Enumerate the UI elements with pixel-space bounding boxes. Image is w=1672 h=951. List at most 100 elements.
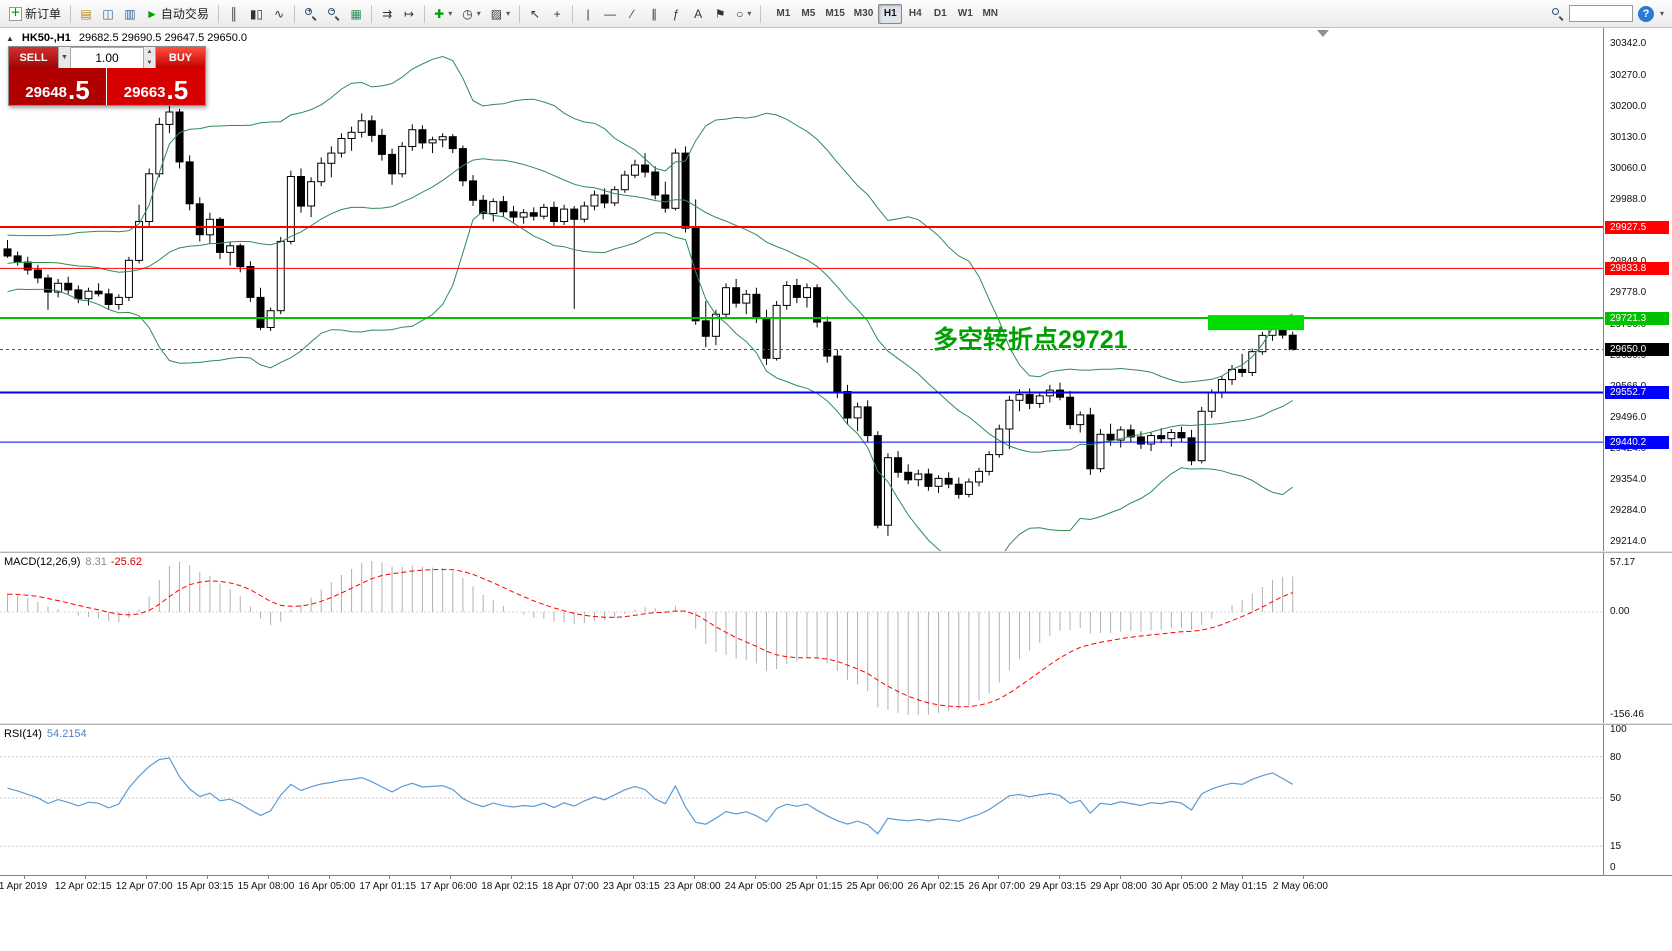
timeframe-h4[interactable]: H4 (908, 8, 922, 19)
highlight-rectangle[interactable] (1208, 315, 1304, 331)
toolbar-separator (519, 4, 521, 23)
volume-dropdown-button[interactable]: ▼ (58, 47, 71, 68)
time-label: 30 Apr 05:00 (1151, 881, 1208, 892)
auto-scroll-button-icon: ⇉ (382, 6, 393, 21)
price-tick: 30200.0 (1610, 100, 1647, 112)
indicators-menu-button[interactable]: ✚ ▾ (429, 3, 457, 25)
crosshair-tool-button[interactable]: + (546, 3, 568, 25)
bar-chart-icon[interactable]: ║ (223, 3, 245, 25)
cursor-tool-button[interactable]: ↖ (524, 3, 546, 25)
timeframe-h1[interactable]: H1 (878, 3, 903, 24)
time-label: 24 Apr 05:00 (724, 881, 782, 892)
rsi-name: RSI(14) (4, 728, 42, 740)
macd-splitter[interactable] (0, 551, 1672, 553)
chart-shift-marker (1317, 30, 1329, 37)
indicators-window-icon[interactable]: ▦ (345, 3, 367, 25)
candlestick-chart-icon[interactable]: ▮▯ (245, 3, 268, 25)
market-watch-icon-icon: ◫ (102, 6, 114, 21)
chevron-down-icon: ▾ (506, 9, 511, 18)
time-tick (1059, 876, 1061, 879)
time-tick (1302, 876, 1304, 879)
data-window-icon[interactable]: ▥ (119, 3, 141, 25)
price-tick: 30130.0 (1610, 131, 1647, 143)
time-tick (815, 876, 817, 879)
horizontal-line-tool[interactable]: — (599, 3, 621, 25)
trendline-tool[interactable]: ∕ (621, 3, 643, 25)
vertical-line-tool[interactable]: | (577, 3, 599, 25)
time-label: 26 Apr 07:00 (968, 881, 1026, 892)
timeframe-d1[interactable]: D1 (933, 8, 947, 19)
time-tick (633, 876, 634, 879)
new-order-button[interactable]: ＋新订单 (4, 3, 66, 25)
macd-panel[interactable] (0, 553, 1603, 723)
time-tick (450, 876, 452, 879)
line-chart-icon-icon: ∿ (274, 6, 285, 21)
time-tick (876, 876, 878, 879)
buy-price-button[interactable]: 29663.5 (107, 68, 205, 105)
ohlc-values: 29682.5 29690.5 29647.5 29650.0 (78, 32, 248, 44)
sell-button[interactable]: SELL (9, 47, 58, 68)
time-tick (693, 876, 695, 879)
trendline-tool-icon: ∕ (631, 6, 634, 21)
rsi-scale-label: 50 (1610, 793, 1622, 804)
zoom-in-button[interactable]: + (299, 3, 322, 25)
chart-shift-button[interactable]: ↦ (398, 3, 420, 25)
macd-indicator-label: MACD(12,26,9) 8.31 -25.62 (4, 556, 142, 568)
time-tick (572, 876, 574, 879)
timeframe-w1[interactable]: W1 (957, 8, 973, 19)
periods-menu-button[interactable]: ◷ ▾ (457, 3, 486, 25)
autotrading-button-label: 自动交易 (160, 7, 209, 21)
label-tool[interactable]: ⚑ (709, 3, 731, 25)
one-click-collapse-button[interactable]: ▲ (6, 33, 14, 43)
timeframe-m30[interactable]: M30 (853, 8, 874, 19)
fibonacci-tool-icon: ƒ (672, 6, 680, 21)
rsi-panel[interactable] (0, 725, 1603, 875)
templates-menu-button[interactable]: ▨ ▾ (486, 3, 515, 25)
time-label: 17 Apr 06:00 (420, 881, 478, 892)
channel-tool[interactable]: ∥ (643, 3, 665, 25)
profiles-icon-icon: ▤ (80, 6, 92, 21)
rsi-splitter[interactable] (0, 723, 1672, 725)
chevron-down-icon: ▾ (747, 9, 752, 18)
price-badge: 29440.2 (1605, 435, 1669, 449)
shapes-menu-button[interactable]: ○ ▾ (731, 3, 756, 25)
time-label: 15 Apr 08:00 (237, 881, 295, 892)
price-badge: 29833.8 (1605, 261, 1669, 275)
toolbar-buttons: ＋新订单 ▤ ◫ ▥ ► 自动交易 ║ ▮▯ ∿ + − ▦ ⇉ ↦ ✚ ▾ ◷ ▾ ▨ ▾ ↖ + | — ∕ ∥ ƒ A ⚑ ○ ▾ (4, 3, 765, 25)
buy-button[interactable]: BUY (156, 47, 205, 68)
timeframe-mn[interactable]: MN (982, 8, 999, 19)
fibonacci-tool[interactable]: ƒ (665, 3, 687, 25)
timeframe-m1[interactable]: M1 (776, 8, 791, 19)
toolbar-separator (70, 4, 72, 23)
time-label: 2 May 06:00 (1272, 881, 1328, 892)
chart-annotation-text[interactable]: 多空转折点29721 (933, 325, 1128, 354)
trade-panel-prices: 29648.5 29663.5 (9, 68, 205, 105)
line-chart-icon[interactable]: ∿ (268, 3, 290, 25)
time-label: 25 Apr 06:00 (846, 881, 904, 892)
timeframe-m5[interactable]: M5 (801, 8, 816, 19)
volume-input[interactable] (71, 47, 143, 68)
auto-scroll-button[interactable]: ⇉ (376, 3, 398, 25)
price-axis[interactable]: 30342.0 30270.0 30200.0 30130.0 30060.0 29988… (1603, 28, 1672, 875)
text-tool[interactable]: A (687, 3, 709, 25)
market-watch-icon[interactable]: ◫ (97, 3, 119, 25)
chevron-down-icon[interactable]: ▾ (1659, 9, 1664, 18)
autotrading-button[interactable]: ► 自动交易 (141, 3, 214, 25)
timeframe-m15[interactable]: M15 (825, 8, 845, 19)
volume-stepper[interactable]: ▲ ▼ (143, 47, 156, 68)
price-tick: 29988.0 (1610, 194, 1647, 206)
rsi-scale-label: 0 (1610, 862, 1616, 873)
profiles-icon[interactable]: ▤ (75, 3, 97, 25)
price-chart-canvas[interactable]: 多空转折点29721 (0, 28, 1603, 551)
search-input[interactable] (1568, 5, 1633, 22)
help-button[interactable]: ? (1637, 5, 1654, 22)
zoom-out-button[interactable]: − (322, 3, 345, 25)
autotrading-button-icon: ► (146, 6, 158, 21)
time-label: 2 May 01:15 (1212, 881, 1268, 892)
price-tick: 29778.0 (1610, 287, 1647, 298)
sell-price-button[interactable]: 29648.5 (9, 68, 107, 105)
chart-header: ▲ HK50-,H1 29682.5 29690.5 29647.5 29650… (6, 32, 247, 44)
macd-signal-value: -25.62 (110, 556, 143, 568)
horizontal-line-tool-icon: — (604, 6, 617, 21)
